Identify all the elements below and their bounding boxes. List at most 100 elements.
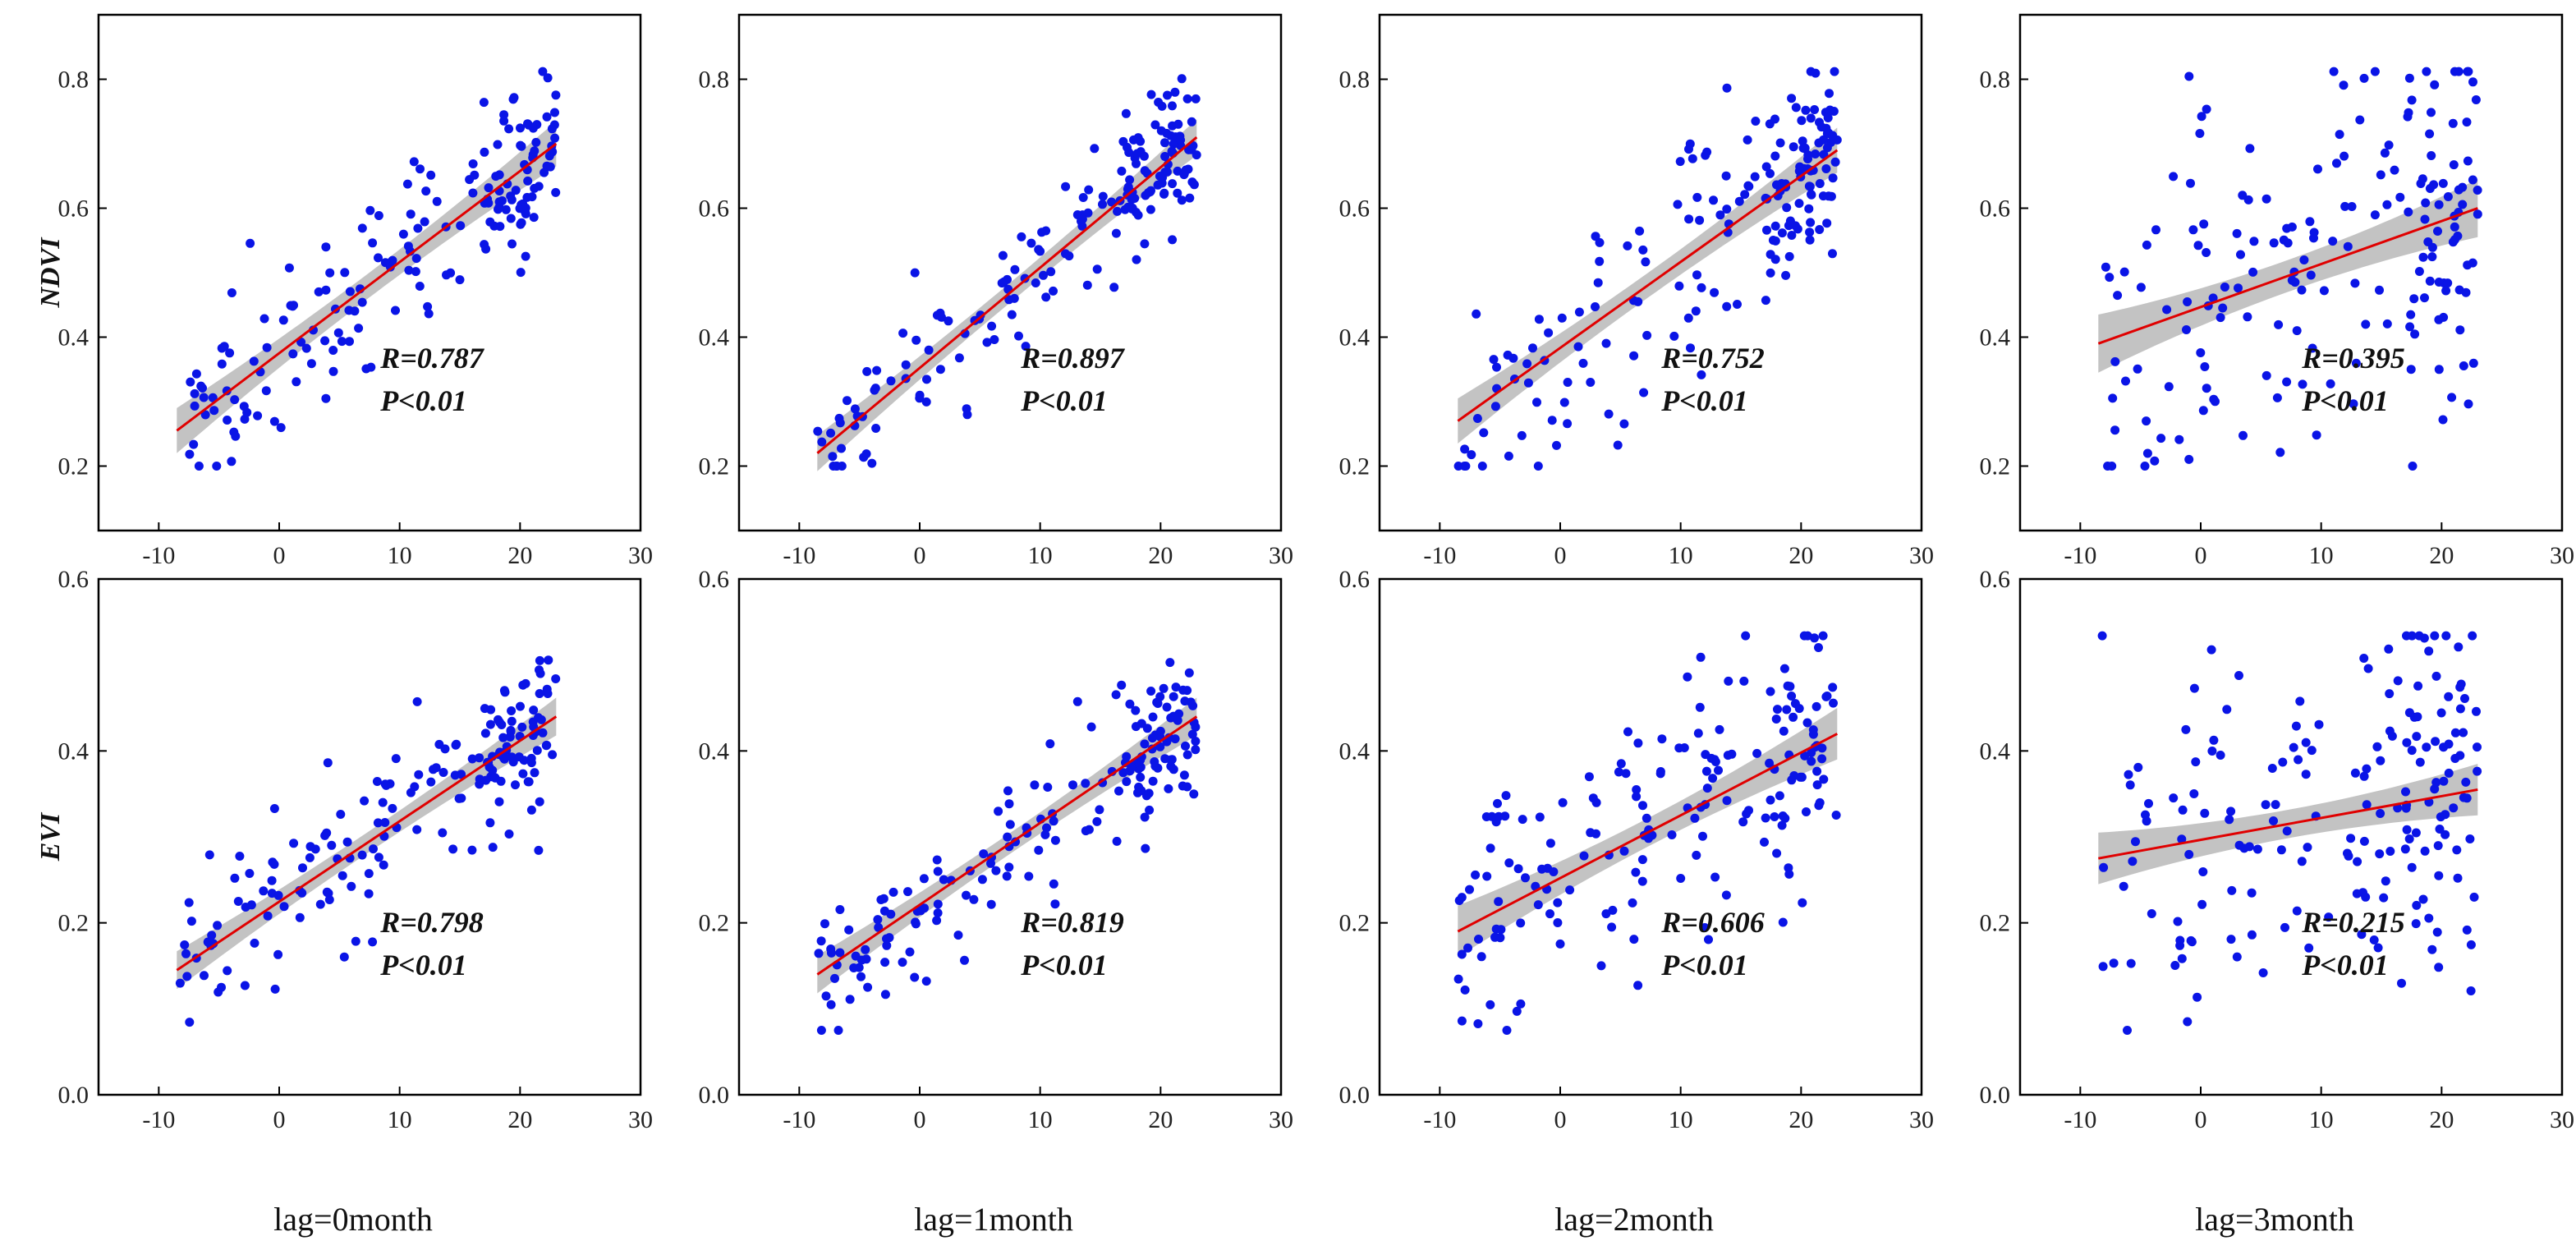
scatter-point-0-1 [1173, 119, 1183, 129]
scatter-point-1-3 [2301, 738, 2311, 747]
scatter-point-0-3 [2420, 293, 2429, 303]
scatter-point-1-2 [1784, 869, 1794, 879]
scatter-point-0-1 [990, 335, 999, 344]
scatter-point-0-3 [2438, 178, 2448, 188]
scatter-point-0-0 [200, 410, 210, 420]
scatter-point-0-3 [2269, 238, 2279, 248]
scatter-point-1-3 [2170, 961, 2180, 970]
scatter-point-0-1 [1187, 177, 1197, 187]
scatter-point-1-0 [530, 768, 540, 778]
scatter-point-1-0 [488, 843, 498, 852]
scatter-point-0-1 [826, 428, 836, 438]
scatter-point-1-3 [2126, 958, 2136, 968]
scatter-point-0-2 [1563, 419, 1573, 429]
scatter-point-0-1 [1061, 249, 1070, 259]
y-tick-label-0-3: 0.4 [1980, 324, 2011, 352]
x-tick-label-0-0: 20 [507, 542, 532, 569]
scatter-point-1-2 [1471, 870, 1481, 880]
scatter-point-0-3 [2441, 286, 2451, 296]
scatter-point-0-2 [1490, 402, 1500, 411]
scatter-point-1-0 [270, 984, 280, 994]
scatter-point-0-0 [534, 182, 544, 191]
scatter-point-0-1 [1160, 138, 1169, 148]
scatter-point-0-3 [2458, 200, 2468, 209]
scatter-point-1-0 [213, 921, 223, 931]
scatter-point-0-1 [1181, 165, 1191, 175]
scatter-point-0-2 [1686, 343, 1695, 353]
scatter-point-1-0 [438, 828, 448, 838]
scatter-point-1-3 [2412, 732, 2422, 742]
scatter-point-0-3 [2463, 156, 2473, 166]
scatter-point-1-0 [250, 938, 259, 948]
scatter-point-0-1 [1170, 87, 1180, 97]
scatter-point-0-2 [1508, 353, 1518, 363]
scatter-point-0-2 [1517, 430, 1527, 440]
scatter-point-1-3 [2397, 978, 2406, 988]
scatter-point-0-3 [2468, 175, 2477, 185]
scatter-point-1-3 [2282, 826, 2292, 836]
x-tick-label-1-2: -10 [1423, 1106, 1456, 1133]
scatter-point-0-3 [2169, 172, 2179, 182]
scatter-point-1-2 [1772, 848, 1782, 858]
scatter-point-1-1 [910, 972, 920, 982]
scatter-point-1-1 [863, 982, 873, 992]
scatter-point-1-2 [1623, 727, 1632, 737]
scatter-point-0-0 [345, 287, 355, 296]
scatter-point-0-3 [2340, 151, 2349, 161]
scatter-point-1-2 [1829, 698, 1838, 708]
scatter-point-1-2 [1722, 796, 1732, 806]
scatter-point-0-3 [2121, 376, 2130, 386]
scatter-point-0-1 [829, 462, 838, 471]
scatter-point-1-3 [2450, 754, 2460, 763]
scatter-point-1-3 [2400, 844, 2410, 854]
scatter-point-1-1 [1092, 816, 1102, 826]
plot-frame-1-0 [97, 577, 642, 1096]
scatter-point-0-1 [1098, 200, 1107, 209]
scatter-point-1-2 [1619, 846, 1629, 856]
scatter-point-1-2 [1723, 751, 1733, 761]
scatter-point-0-2 [1775, 138, 1785, 148]
scatter-point-1-1 [1150, 757, 1159, 766]
scatter-point-1-2 [1741, 631, 1751, 641]
scatter-point-1-0 [486, 705, 496, 715]
scatter-point-0-3 [2245, 144, 2255, 154]
y-tick-label-0-1: 0.2 [699, 453, 730, 480]
scatter-point-0-1 [922, 375, 931, 384]
scatter-point-1-1 [879, 906, 889, 916]
scatter-point-0-3 [2434, 315, 2444, 324]
scatter-point-0-3 [2306, 270, 2316, 280]
scatter-point-0-2 [1830, 157, 1840, 167]
scatter-point-0-0 [509, 93, 519, 103]
scatter-point-0-3 [2232, 228, 2242, 238]
y-tick-label-1-1: 0.6 [699, 566, 730, 593]
p-value-label-0-0: P<0.01 [379, 384, 467, 417]
scatter-point-1-3 [2419, 633, 2429, 643]
scatter-point-0-0 [189, 439, 199, 449]
y-tick-label-0-0: 0.6 [58, 195, 90, 223]
scatter-point-0-1 [1133, 210, 1143, 220]
scatter-point-1-0 [235, 852, 245, 861]
scatter-point-1-0 [457, 770, 466, 779]
scatter-point-1-1 [874, 922, 884, 932]
scatter-point-0-2 [1673, 200, 1683, 209]
scatter-point-0-0 [321, 393, 331, 403]
scatter-point-1-2 [1779, 664, 1789, 673]
scatter-point-0-2 [1629, 351, 1639, 361]
scatter-point-1-1 [1164, 784, 1173, 793]
scatter-point-0-0 [550, 133, 560, 143]
scatter-point-1-1 [882, 940, 892, 950]
scatter-point-1-0 [507, 706, 517, 715]
scatter-point-1-2 [1708, 774, 1718, 784]
scatter-point-1-0 [223, 966, 232, 976]
scatter-point-0-1 [1132, 255, 1141, 264]
scatter-point-0-2 [1591, 302, 1600, 311]
column-title-1: lag=1month [914, 1201, 1073, 1238]
scatter-point-1-3 [2431, 778, 2441, 788]
scatter-point-1-1 [1182, 750, 1192, 760]
scatter-point-1-0 [295, 912, 305, 922]
scatter-point-1-3 [2099, 862, 2109, 872]
scatter-point-0-3 [2183, 297, 2193, 306]
scatter-point-0-3 [2142, 240, 2151, 250]
scatter-point-1-2 [1794, 704, 1804, 714]
scatter-point-1-0 [508, 757, 518, 767]
